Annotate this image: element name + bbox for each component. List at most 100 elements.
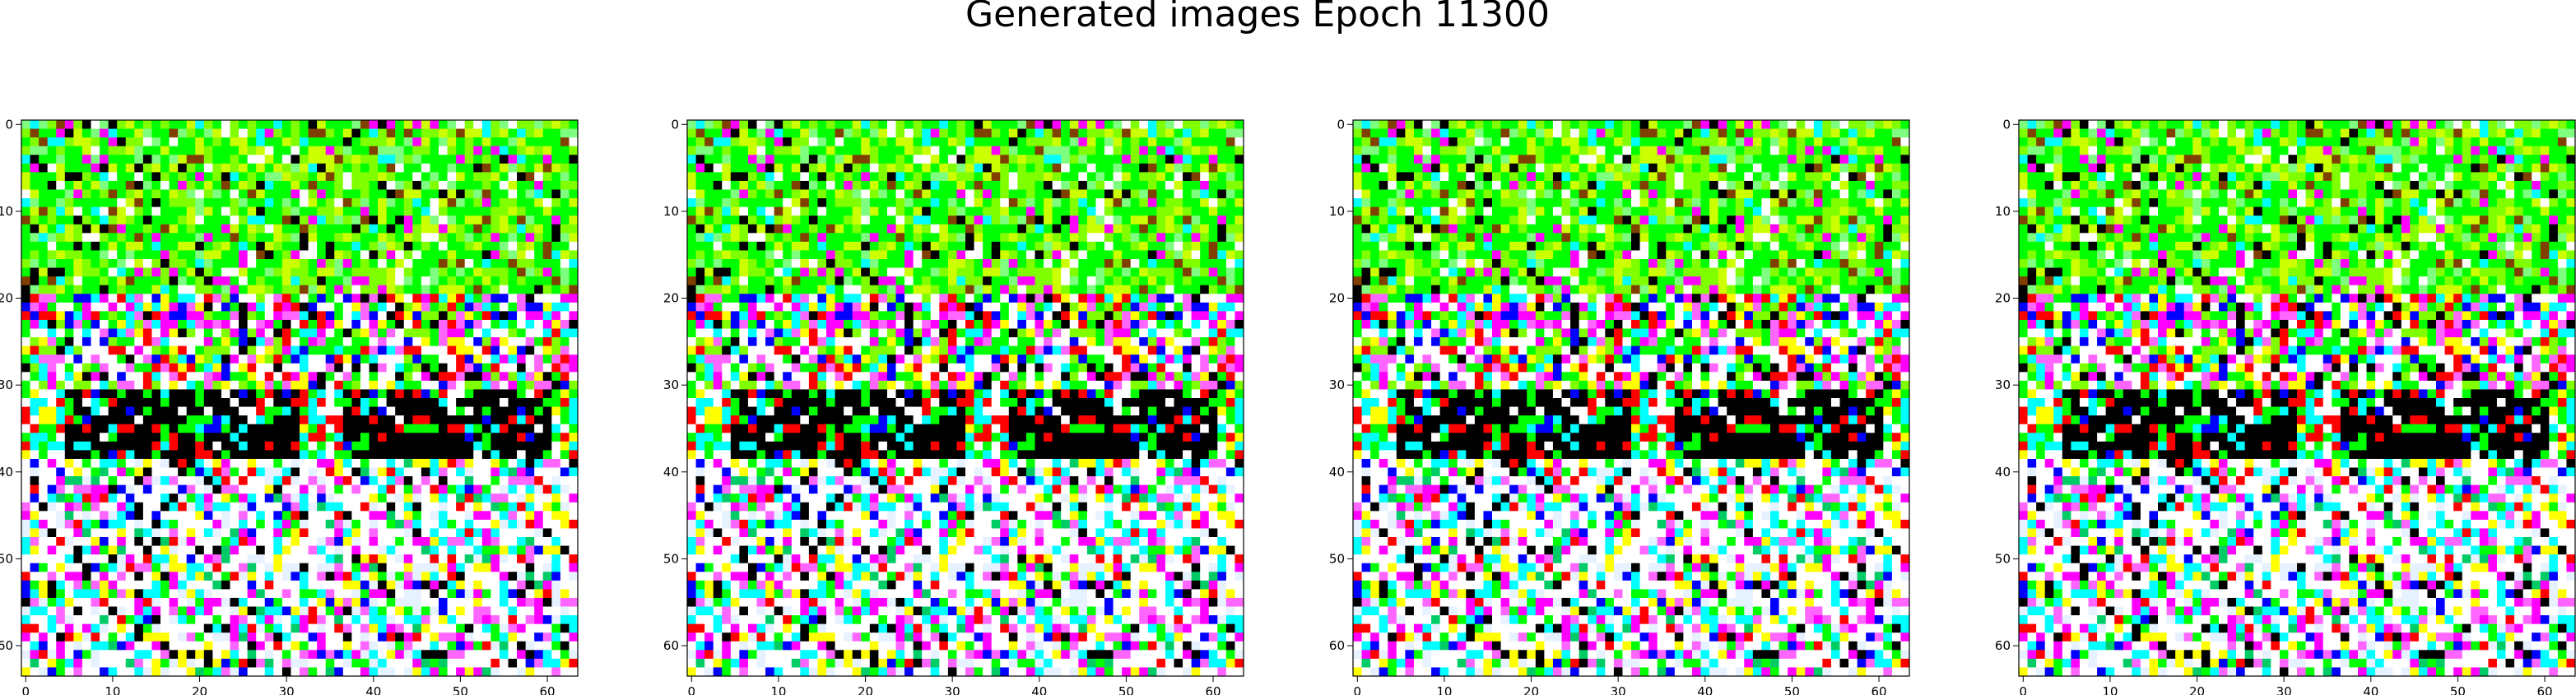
- pixel-cell: [534, 128, 544, 138]
- pixel-cell: [100, 337, 109, 347]
- pixel-cell: [151, 215, 161, 225]
- pixel-cell: [360, 476, 370, 486]
- pixel-cell: [21, 398, 30, 407]
- pixel-cell: [91, 180, 100, 190]
- pixel-cell: [142, 250, 152, 260]
- pixel-cell: [560, 345, 570, 355]
- pixel-cell: [956, 172, 966, 182]
- pixel-cell: [64, 276, 74, 286]
- pixel-cell: [178, 650, 188, 660]
- pixel-cell: [983, 146, 993, 155]
- pixel-cell: [473, 372, 483, 382]
- pixel-cell: [125, 372, 135, 382]
- pixel-cell: [81, 155, 91, 164]
- pixel-cell: [203, 224, 213, 234]
- pixel-cell: [134, 259, 144, 268]
- pixel-cell: [430, 493, 439, 503]
- pixel-cell: [456, 155, 466, 164]
- pixel-cell: [30, 146, 40, 155]
- pixel-cell: [160, 502, 170, 512]
- pixel-cell: [1191, 172, 1201, 182]
- pixel-cell: [30, 580, 40, 590]
- pixel-cell: [808, 146, 818, 155]
- pixel-cell: [895, 128, 905, 138]
- pixel-cell: [421, 519, 430, 529]
- pixel-cell: [456, 120, 466, 129]
- pixel-cell: [395, 294, 405, 303]
- pixel-cell: [1113, 172, 1123, 182]
- pixel-cell: [1069, 172, 1079, 182]
- pixel-cell: [91, 319, 100, 329]
- pixel-cell: [195, 233, 205, 243]
- pixel-cell: [100, 180, 109, 190]
- pixel-cell: [499, 398, 509, 407]
- pixel-cell: [195, 354, 205, 364]
- pixel-cell: [291, 163, 300, 173]
- pixel-cell: [499, 433, 509, 442]
- pixel-cell: [108, 650, 118, 660]
- pixel-cell: [369, 563, 379, 572]
- pixel-cell: [525, 155, 535, 164]
- pixel-cell: [334, 206, 344, 216]
- pixel-cell: [186, 632, 196, 642]
- pixel-cell: [534, 215, 544, 225]
- pixel-cell: [73, 137, 83, 147]
- pixel-cell: [117, 215, 127, 225]
- pixel-cell: [447, 632, 457, 642]
- pixel-cell: [203, 345, 213, 355]
- pixel-cell: [517, 572, 527, 581]
- pixel-cell: [281, 363, 291, 373]
- pixel-cell: [930, 189, 940, 199]
- pixel-cell: [360, 198, 370, 208]
- pixel-cell: [64, 345, 74, 355]
- pixel-cell: [134, 537, 144, 546]
- pixel-cell: [308, 259, 318, 268]
- pixel-cell: [386, 137, 396, 147]
- pixel-cell: [178, 572, 188, 581]
- pixel-cell: [30, 615, 40, 625]
- pixel-cell: [134, 354, 144, 364]
- pixel-cell: [869, 224, 879, 234]
- pixel-cell: [395, 233, 405, 243]
- pixel-cell: [430, 658, 439, 668]
- pixel-cell: [203, 328, 213, 338]
- pixel-cell: [169, 180, 179, 190]
- pixel-cell: [30, 120, 40, 129]
- pixel-cell: [47, 641, 57, 651]
- pixel-cell: [360, 528, 370, 538]
- pixel-cell: [1017, 146, 1027, 155]
- pixel-cell: [108, 128, 118, 138]
- pixel-cell: [39, 224, 49, 234]
- pixel-cell: [447, 589, 457, 599]
- pixel-cell: [334, 563, 344, 572]
- pixel-cell: [491, 415, 500, 425]
- pixel-cell: [1078, 146, 1088, 155]
- pixel-cell: [473, 120, 483, 129]
- pixel-cell: [560, 224, 570, 234]
- pixel-cell: [360, 345, 370, 355]
- pixel-cell: [517, 224, 527, 234]
- pixel-cell: [904, 233, 914, 243]
- pixel-cell: [151, 241, 161, 251]
- pixel-cell: [247, 189, 257, 199]
- pixel-cell: [569, 511, 579, 521]
- pixel-cell: [81, 372, 91, 382]
- pixel-cell: [826, 189, 835, 199]
- pixel-cell: [212, 180, 222, 190]
- pixel-cell: [1225, 146, 1235, 155]
- pixel-cell: [203, 259, 213, 268]
- pixel-cell: [230, 380, 239, 390]
- pixel-cell: [56, 415, 66, 425]
- pixel-cell: [30, 389, 40, 399]
- pixel-cell: [39, 328, 49, 338]
- pixel-cell: [30, 155, 40, 164]
- pixel-cell: [291, 528, 300, 538]
- pixel-cell: [430, 667, 439, 677]
- pixel-cell: [878, 180, 888, 190]
- pixel-cell: [895, 224, 905, 234]
- pixel-cell: [508, 250, 518, 260]
- pixel-cell: [835, 180, 844, 190]
- pixel-cell: [378, 650, 388, 660]
- pixel-cell: [439, 537, 448, 546]
- pixel-cell: [456, 441, 466, 451]
